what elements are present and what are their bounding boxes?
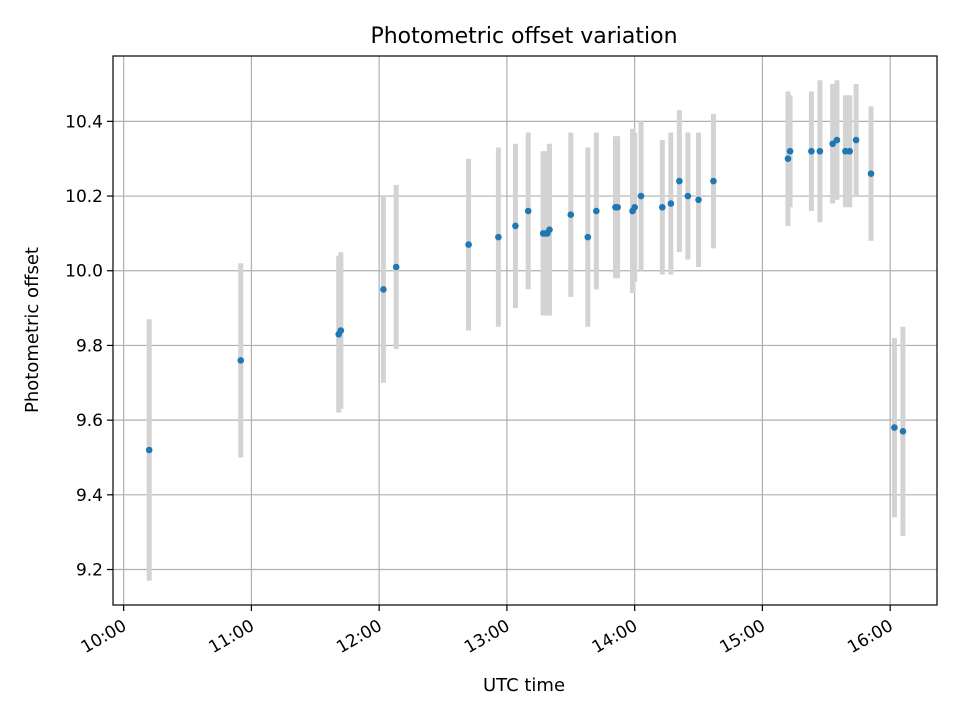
data-point [852, 136, 860, 144]
data-point [833, 136, 841, 144]
data-point [495, 233, 502, 241]
y-axis-label: Photometric offset [22, 247, 43, 413]
data-point [808, 147, 815, 155]
y-tick-label: 9.4 [76, 486, 103, 506]
y-gridlines [113, 120, 937, 571]
data-point [465, 241, 472, 248]
data-point [392, 263, 400, 271]
y-tick-label: 9.6 [76, 411, 103, 431]
x-tick-label: 10:00 [78, 616, 130, 658]
x-tick-label: 16:00 [844, 616, 896, 658]
data-point [786, 147, 794, 155]
x-tick-label: 12:00 [333, 616, 385, 658]
data-point [337, 327, 345, 334]
x-axis-ticks: 10:00 11:00 12:00 13:00 14:00 15:00 16:00 [78, 605, 897, 658]
x-tick-label: 14:00 [589, 616, 641, 658]
data-point [829, 140, 836, 148]
data-point [684, 192, 692, 200]
y-tick-label: 9.8 [76, 336, 103, 356]
data-point [524, 207, 532, 215]
data-point [546, 226, 553, 233]
data-point [867, 170, 875, 177]
data-point [891, 424, 898, 431]
data-point [237, 357, 245, 364]
data-point [784, 155, 792, 163]
x-tick-label: 11:00 [205, 616, 257, 658]
data-point [710, 177, 717, 185]
x-tick-label: 13:00 [461, 616, 513, 658]
x-tick-label: 15:00 [716, 616, 768, 658]
y-tick-label: 10.4 [65, 112, 103, 132]
error-bars [146, 80, 906, 581]
y-axis-ticks: 9.2 9.4 9.6 9.8 10.0 10.2 10.4 [65, 112, 113, 581]
data-point [659, 203, 666, 211]
data-point [380, 286, 387, 293]
data-point [846, 147, 854, 155]
plot-frame [112, 55, 938, 606]
data-point [667, 200, 675, 207]
data-point [614, 203, 621, 211]
y-tick-label: 10.2 [65, 187, 103, 207]
y-tick-label: 10.0 [65, 262, 103, 282]
data-point [631, 203, 638, 211]
data-point [145, 446, 153, 454]
data-point [512, 222, 519, 230]
data-point [637, 192, 645, 200]
data-point [899, 428, 907, 435]
data-point [567, 211, 575, 219]
data-point [584, 233, 592, 241]
data-point [816, 147, 824, 155]
data-point [593, 207, 600, 215]
y-tick-label: 9.2 [76, 561, 103, 581]
data-point [676, 177, 683, 185]
x-axis-label: UTC time [483, 675, 565, 696]
data-point [695, 196, 702, 204]
data-points [145, 136, 907, 454]
chart-title: Photometric offset variation [370, 24, 677, 49]
